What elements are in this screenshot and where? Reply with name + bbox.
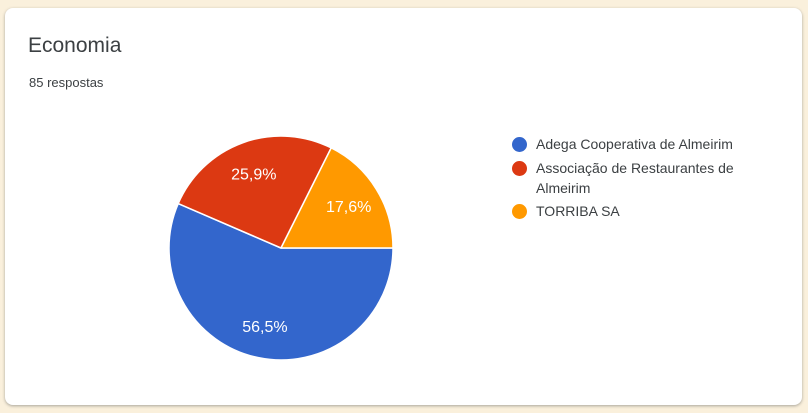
svg-text:17,6%: 17,6% <box>326 199 371 216</box>
svg-text:25,9%: 25,9% <box>231 166 276 183</box>
svg-text:56,5%: 56,5% <box>242 319 287 336</box>
